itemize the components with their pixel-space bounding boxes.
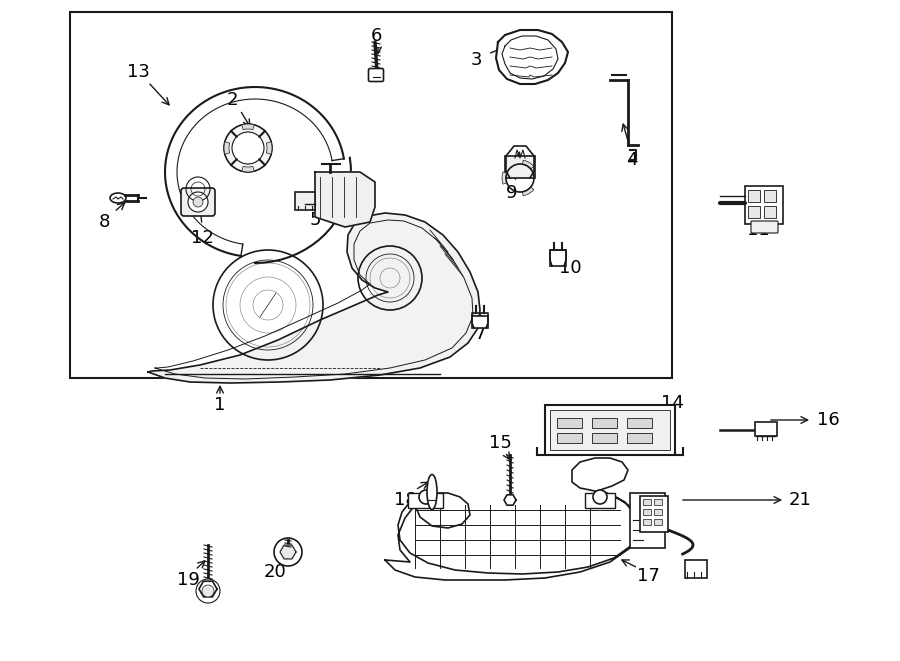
Text: 13: 13	[127, 63, 149, 81]
Text: 6: 6	[370, 27, 382, 45]
Bar	[295, 192, 315, 210]
Bar	[630, 493, 665, 548]
Ellipse shape	[110, 193, 126, 203]
Wedge shape	[242, 167, 254, 172]
Text: 14: 14	[661, 394, 683, 412]
Bar	[748, 206, 760, 218]
Bar	[585, 493, 615, 508]
Circle shape	[193, 197, 203, 207]
Text: 15: 15	[489, 434, 511, 452]
FancyBboxPatch shape	[368, 69, 383, 81]
Text: 2: 2	[226, 91, 238, 109]
Bar	[545, 405, 675, 455]
Text: 1: 1	[214, 396, 226, 414]
Polygon shape	[504, 495, 516, 505]
Bar	[643, 509, 651, 515]
Wedge shape	[224, 142, 230, 154]
Circle shape	[232, 132, 264, 164]
Circle shape	[202, 585, 214, 597]
Bar	[408, 493, 443, 508]
Bar	[550, 250, 566, 266]
Text: 10: 10	[559, 259, 581, 277]
Text: 8: 8	[98, 213, 110, 231]
Bar	[654, 499, 662, 505]
Bar	[627, 418, 652, 428]
Wedge shape	[266, 142, 272, 154]
Bar	[745, 186, 783, 224]
Bar	[592, 418, 617, 428]
Wedge shape	[502, 172, 507, 184]
Text: 5: 5	[310, 211, 320, 229]
FancyBboxPatch shape	[751, 221, 778, 233]
Text: 20: 20	[264, 563, 286, 581]
Bar	[764, 190, 776, 202]
Polygon shape	[385, 458, 640, 580]
Text: 7: 7	[474, 325, 486, 343]
Text: 9: 9	[506, 184, 518, 202]
Ellipse shape	[427, 475, 437, 510]
Bar	[643, 499, 651, 505]
Polygon shape	[496, 30, 568, 84]
Bar	[685, 560, 707, 578]
Wedge shape	[242, 124, 254, 130]
Bar	[592, 433, 617, 443]
Bar	[755, 422, 777, 436]
Circle shape	[593, 490, 607, 504]
Bar	[627, 433, 652, 443]
Circle shape	[224, 124, 272, 172]
Bar	[505, 156, 535, 178]
Bar	[70, 12, 672, 378]
Bar	[764, 206, 776, 218]
Bar	[654, 509, 662, 515]
Polygon shape	[315, 172, 375, 227]
Bar	[640, 496, 668, 532]
Polygon shape	[199, 581, 217, 597]
Bar	[550, 410, 670, 450]
Bar	[557, 433, 582, 443]
Text: 4: 4	[626, 151, 638, 169]
Polygon shape	[148, 213, 480, 383]
Text: 18: 18	[393, 491, 417, 509]
Text: 17: 17	[636, 567, 660, 585]
Wedge shape	[522, 187, 534, 196]
Circle shape	[274, 538, 302, 566]
Text: 21: 21	[788, 491, 812, 509]
Bar	[748, 190, 760, 202]
Bar	[557, 418, 582, 428]
Bar	[472, 316, 488, 328]
Circle shape	[196, 579, 220, 603]
Polygon shape	[280, 545, 296, 559]
Circle shape	[419, 490, 433, 504]
Text: 11: 11	[747, 221, 770, 239]
Bar	[643, 519, 651, 525]
Circle shape	[188, 192, 208, 212]
Text: 16: 16	[816, 411, 840, 429]
Bar	[654, 519, 662, 525]
Wedge shape	[522, 160, 534, 169]
Text: 19: 19	[176, 571, 200, 589]
Text: 12: 12	[191, 229, 213, 247]
Text: 3: 3	[470, 51, 482, 69]
FancyBboxPatch shape	[181, 188, 215, 216]
